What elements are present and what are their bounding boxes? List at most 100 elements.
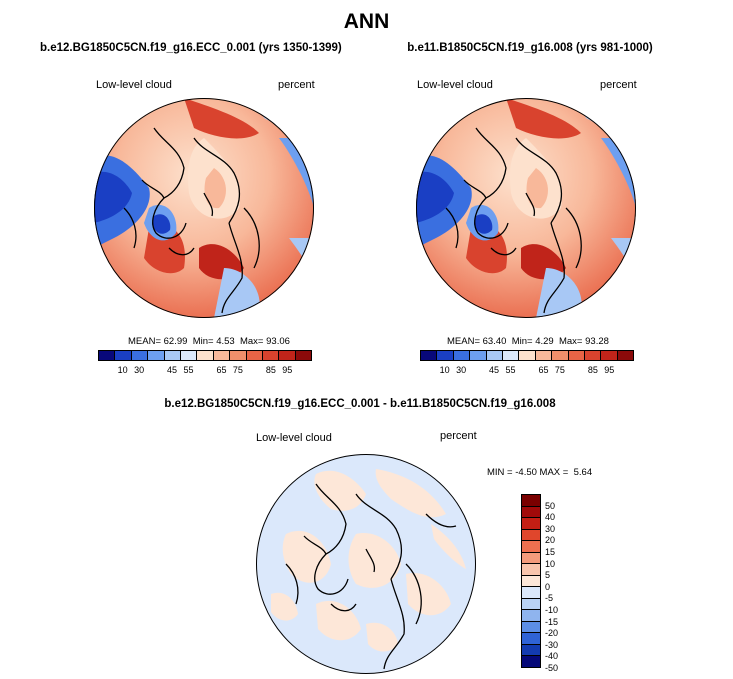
diff-colorbar-swatch <box>522 563 540 575</box>
right-colorbar-swatch <box>616 351 634 360</box>
diff-colorbar-swatch <box>522 540 540 552</box>
left-colorbar-swatch <box>229 351 246 360</box>
left-colorbar-tick-label: 45 <box>167 365 178 375</box>
right-colorbar-swatch <box>485 351 502 360</box>
left-max-value: 93.06 <box>266 336 290 347</box>
diff-colorbar-tick-label: -20 <box>545 628 559 639</box>
left-max-label: Max= <box>239 336 264 347</box>
left-colorbar-swatch <box>196 351 213 360</box>
figure-main-title: ANN <box>343 10 390 33</box>
diff-colorbar-tick-label: -50 <box>545 663 559 673</box>
right-colorbar-swatch <box>518 351 535 360</box>
right-mean-label: MEAN= <box>447 336 480 347</box>
diff-colorbar-tick-label: -5 <box>545 593 554 604</box>
left-mean-label: MEAN= <box>128 336 161 347</box>
diff-colorbar-tick-label: 0 <box>545 581 551 592</box>
right-colorbar-tick-label: 75 <box>554 365 565 375</box>
right-max-value: 93.28 <box>585 336 609 347</box>
left-variable-label: Low-level cloud <box>96 79 172 91</box>
right-min-value: 4.29 <box>535 336 554 347</box>
right-polar-map <box>416 98 636 318</box>
diff-colorbar-tick-label: 10 <box>545 558 556 569</box>
right-variable-label: Low-level cloud <box>417 79 493 91</box>
left-colorbar-tick-label: 10 <box>117 365 128 375</box>
right-colorbar-tick-label: 10 <box>439 365 450 375</box>
right-colorbar-tick-label: 30 <box>456 365 467 375</box>
left-colorbar-tick-label: 65 <box>216 365 227 375</box>
diff-colorbar-tick-label: -40 <box>545 651 559 662</box>
right-colorbar-swatch <box>567 351 584 360</box>
right-colorbar-tick-label: 95 <box>604 365 615 375</box>
diff-max-value: 5.64 <box>573 467 593 478</box>
diff-colorbar-tick-label: -10 <box>545 605 559 615</box>
diff-colorbar <box>521 494 541 668</box>
left-colorbar-swatch <box>179 351 197 360</box>
left-mean-value: 62.99 <box>163 336 188 347</box>
left-min-label: Min= <box>192 336 214 347</box>
left-colorbar-swatch <box>163 351 180 360</box>
left-polar-map <box>94 98 314 318</box>
left-colorbar-ticks: 10 30 45 55 65 75 85 95 <box>98 365 312 377</box>
right-colorbar-swatch <box>469 351 486 360</box>
left-colorbar-tick-label: 85 <box>265 365 276 375</box>
diff-min-value: -4.50 <box>515 467 537 478</box>
left-colorbar-swatch <box>294 351 312 360</box>
diff-units-label: percent <box>440 430 477 442</box>
right-colorbar-swatch <box>452 351 470 360</box>
diff-colorbar-swatch <box>522 655 540 667</box>
right-colorbar-swatch <box>501 351 519 360</box>
right-stats: MEAN= 63.40 Min= 4.29 Max= 93.28 <box>447 336 609 347</box>
diff-colorbar-swatch <box>522 609 540 621</box>
diff-panel-title: b.e12.BG1850C5CN.f19_g16.ECC_0.001 - b.e… <box>164 398 556 410</box>
right-colorbar-swatch <box>421 351 437 360</box>
right-colorbar-swatch <box>600 351 617 360</box>
left-colorbar-swatch <box>212 351 230 360</box>
diff-colorbar-swatch <box>522 495 540 506</box>
diff-max-label: MAX = <box>539 467 569 478</box>
left-colorbar-swatch <box>278 351 295 360</box>
diff-colorbar-swatch <box>522 632 540 644</box>
diff-polar-map <box>256 454 476 674</box>
right-colorbar-tick-label: 45 <box>489 365 500 375</box>
right-max-label: Max= <box>558 336 583 347</box>
diff-colorbar-tick-label: 15 <box>545 547 556 557</box>
diff-colorbar-swatch <box>522 597 540 610</box>
right-min-label: Min= <box>511 336 533 347</box>
diff-colorbar-swatch <box>522 620 540 633</box>
left-min-value: 4.53 <box>216 336 235 347</box>
right-mean-value: 63.40 <box>482 336 507 347</box>
diff-colorbar-swatch <box>522 574 540 587</box>
diff-colorbar-tick-label: 30 <box>545 523 556 534</box>
left-colorbar-swatch <box>99 351 115 360</box>
right-colorbar-tick-label: 55 <box>505 365 516 375</box>
left-colorbar-swatch <box>245 351 262 360</box>
left-panel-title: b.e12.BG1850C5CN.f19_g16.ECC_0.001 (yrs … <box>40 42 342 54</box>
left-stats: MEAN= 62.99 Min= 4.53 Max= 93.06 <box>128 336 290 347</box>
right-colorbar-ticks: 10 30 45 55 65 75 85 95 <box>420 365 634 377</box>
right-colorbar-swatch <box>436 351 453 360</box>
diff-variable-label: Low-level cloud <box>256 432 332 444</box>
right-colorbar-swatch <box>551 351 568 360</box>
right-colorbar <box>420 350 634 361</box>
right-units-label: percent <box>600 79 637 91</box>
diff-colorbar-swatch <box>522 586 540 598</box>
diff-colorbar-swatch <box>522 517 540 529</box>
left-units-label: percent <box>278 79 315 91</box>
right-colorbar-swatch <box>534 351 552 360</box>
right-panel-title: b.e11.B1850C5CN.f19_g16.008 (yrs 981-100… <box>407 42 653 54</box>
left-colorbar <box>98 350 312 361</box>
left-colorbar-tick-label: 30 <box>134 365 145 375</box>
diff-colorbar-swatch <box>522 528 540 541</box>
left-colorbar-swatch <box>130 351 148 360</box>
diff-colorbar-tick-label: 5 <box>545 570 551 581</box>
left-colorbar-swatch <box>261 351 279 360</box>
diff-stats: MIN = -4.50 MAX = 5.64 <box>487 467 592 478</box>
diff-colorbar-swatch <box>522 551 540 564</box>
diff-colorbar-tick-label: 50 <box>545 500 556 511</box>
left-colorbar-tick-label: 75 <box>232 365 243 375</box>
left-colorbar-tick-label: 95 <box>282 365 293 375</box>
diff-colorbar-swatch <box>522 505 540 518</box>
diff-min-label: MIN = <box>487 467 513 478</box>
diff-colorbar-tick-label: -15 <box>545 616 559 627</box>
diff-colorbar-swatch <box>522 643 540 656</box>
